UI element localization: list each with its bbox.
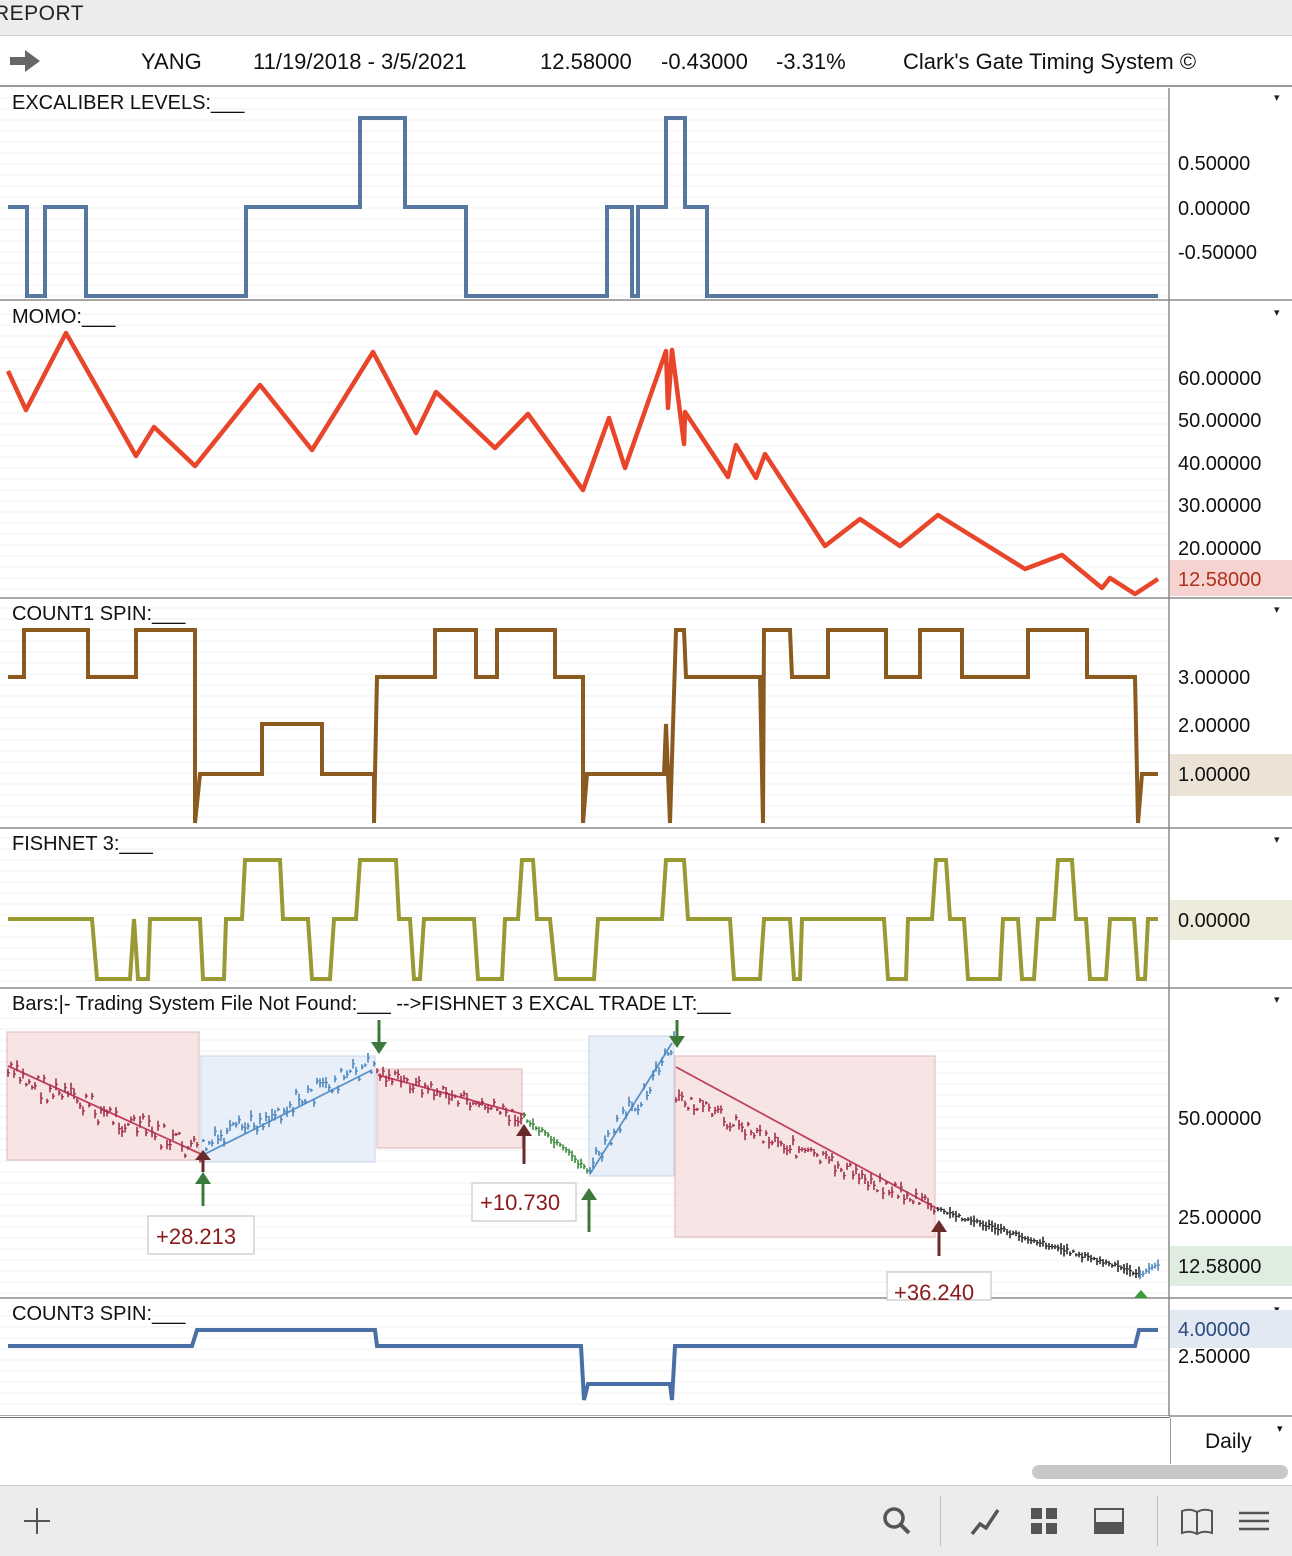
panel-layout-icon[interactable] <box>1090 1502 1128 1540</box>
excal-panel-label: EXCALIBER LEVELS:___ <box>12 92 245 114</box>
count1-tick-1: 3.00000 <box>1178 667 1250 689</box>
trade-result-2: +10.730 <box>480 1190 560 1215</box>
buy-arrow-icon <box>581 1188 597 1232</box>
bars-last-badge <box>1170 1246 1292 1286</box>
momo-tick-3: 40.00000 <box>1178 453 1261 475</box>
count1-line <box>8 628 1158 824</box>
forward-arrow-icon[interactable] <box>10 50 40 72</box>
search-icon[interactable] <box>878 1502 916 1540</box>
momo-tick-4: 30.00000 <box>1178 495 1261 517</box>
trade-zone-long-1 <box>200 1055 376 1163</box>
line-chart-icon[interactable] <box>966 1502 1004 1540</box>
bottom-toolbar <box>0 1485 1292 1556</box>
count1-tick-2: 2.00000 <box>1178 715 1250 737</box>
bars-panel-label: Bars:|- Trading System File Not Found:__… <box>12 993 732 1015</box>
momo-menu-icon[interactable]: ▾ <box>1274 306 1280 319</box>
count3-last-badge <box>1170 1310 1292 1348</box>
trade-result-box-1 <box>147 1215 255 1255</box>
menu-icon[interactable] <box>1235 1502 1273 1540</box>
count3-panel-label: COUNT3 SPIN:___ <box>12 1303 186 1325</box>
count1-last-badge <box>1170 754 1292 796</box>
count1-panel-label: COUNT1 SPIN:___ <box>12 603 186 625</box>
period-selector[interactable]: Daily ▾ <box>1170 1418 1292 1464</box>
trade-result-labels: +28.213 +10.730 +36.240 <box>147 1182 992 1305</box>
trade-result-3: +36.240 <box>894 1280 974 1305</box>
momo-panel-label: MOMO:___ <box>12 306 116 328</box>
horizontal-scrollbar[interactable] <box>1032 1465 1288 1479</box>
trade-result-box-3 <box>886 1271 992 1301</box>
symbol-label: YANG <box>141 49 202 74</box>
bars-tick-2: 25.00000 <box>1178 1207 1261 1229</box>
add-icon[interactable] <box>18 1502 56 1540</box>
excal-tick-2: 0.00000 <box>1178 198 1250 220</box>
trade-markers <box>195 1020 1148 1298</box>
price-bars <box>7 1031 1160 1280</box>
grid-layout-icon[interactable] <box>1025 1502 1063 1540</box>
trade-result-1: +28.213 <box>156 1224 236 1249</box>
fishnet-last-value: 0.00000 <box>1178 910 1250 932</box>
buy-arrow-icon <box>195 1172 211 1206</box>
trade-result-box-2 <box>471 1182 577 1222</box>
fishnet-last-badge <box>1170 900 1292 940</box>
buy-arrow-icon <box>371 1020 387 1054</box>
momo-tick-2: 50.00000 <box>1178 410 1261 432</box>
book-icon[interactable] <box>1178 1502 1216 1540</box>
change-label: -0.43000 <box>661 49 748 74</box>
fishnet-panel-label: FISHNET 3:___ <box>12 833 154 855</box>
symbol-info-bar: YANG 11/19/2018 - 3/5/2021 12.58000 -0.4… <box>0 37 1292 87</box>
momo-tick-1: 60.00000 <box>1178 368 1261 390</box>
last-price-label: 12.58000 <box>540 49 632 74</box>
buy-arrow-icon <box>669 1020 685 1048</box>
momo-last-value: 12.58000 <box>1178 569 1261 591</box>
momo-last-badge <box>1170 560 1292 596</box>
count1-last-value: 1.00000 <box>1178 764 1250 786</box>
excal-line <box>8 116 1158 298</box>
bars-last-value: 12.58000 <box>1178 1256 1261 1278</box>
count3-menu-icon[interactable]: ▾ <box>1274 1303 1280 1316</box>
sell-arrow-icon <box>195 1150 211 1172</box>
buy-arrow-icon <box>1134 1290 1148 1298</box>
bars-tick-1: 50.00000 <box>1178 1108 1261 1130</box>
excal-tick-1: 0.50000 <box>1178 153 1250 175</box>
change-pct-label: -3.31% <box>776 49 846 74</box>
count3-last-value: 4.00000 <box>1178 1319 1250 1341</box>
momo-tick-5: 20.00000 <box>1178 538 1261 560</box>
excal-menu-icon[interactable]: ▾ <box>1274 91 1280 104</box>
time-axis-background <box>0 1416 1169 1418</box>
trade-zone-short-3 <box>674 1055 936 1238</box>
sell-arrow-icon <box>516 1124 532 1164</box>
period-dropdown-icon: ▾ <box>1277 1423 1283 1435</box>
date-range-label: 11/19/2018 - 3/5/2021 <box>253 49 467 74</box>
title-bar: REPORT <box>0 0 1292 36</box>
count3-tick-1: 2.50000 <box>1178 1346 1250 1368</box>
toolbar-separator <box>940 1496 941 1546</box>
count1-menu-icon[interactable]: ▾ <box>1274 603 1280 616</box>
time-axis: DJFMAMJJASONDJFMAMJJASONDJF18192021 <box>0 1416 1169 1418</box>
toolbar-separator <box>1157 1496 1158 1546</box>
fishnet-menu-icon[interactable]: ▾ <box>1274 833 1280 846</box>
window-title: REPORT <box>0 2 85 25</box>
bars-menu-icon[interactable]: ▾ <box>1274 993 1280 1006</box>
period-label: Daily <box>1205 1430 1252 1453</box>
fishnet-line <box>8 858 1158 981</box>
system-name-label: Clark's Gate Timing System © <box>903 49 1197 74</box>
chart-area[interactable]: EXCALIBER LEVELS:___ MOMO:___ COUNT1 SPI… <box>0 88 1292 1418</box>
momo-line <box>5 330 1160 597</box>
sell-arrow-icon <box>931 1220 947 1256</box>
excal-tick-3: -0.50000 <box>1178 242 1257 264</box>
count3-line <box>8 1328 1158 1401</box>
